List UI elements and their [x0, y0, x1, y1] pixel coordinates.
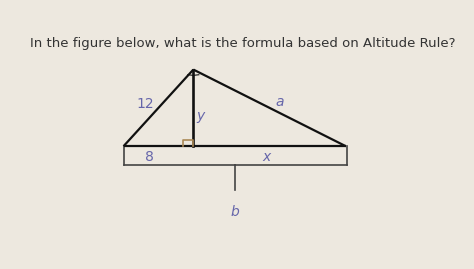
Text: 12: 12 [137, 97, 155, 111]
Text: a: a [275, 95, 284, 109]
Text: b: b [230, 206, 239, 220]
Text: 8: 8 [145, 150, 154, 164]
Text: y: y [197, 109, 205, 123]
Text: x: x [263, 150, 271, 164]
Text: In the figure below, what is the formula based on Altitude Rule?: In the figure below, what is the formula… [30, 37, 456, 51]
